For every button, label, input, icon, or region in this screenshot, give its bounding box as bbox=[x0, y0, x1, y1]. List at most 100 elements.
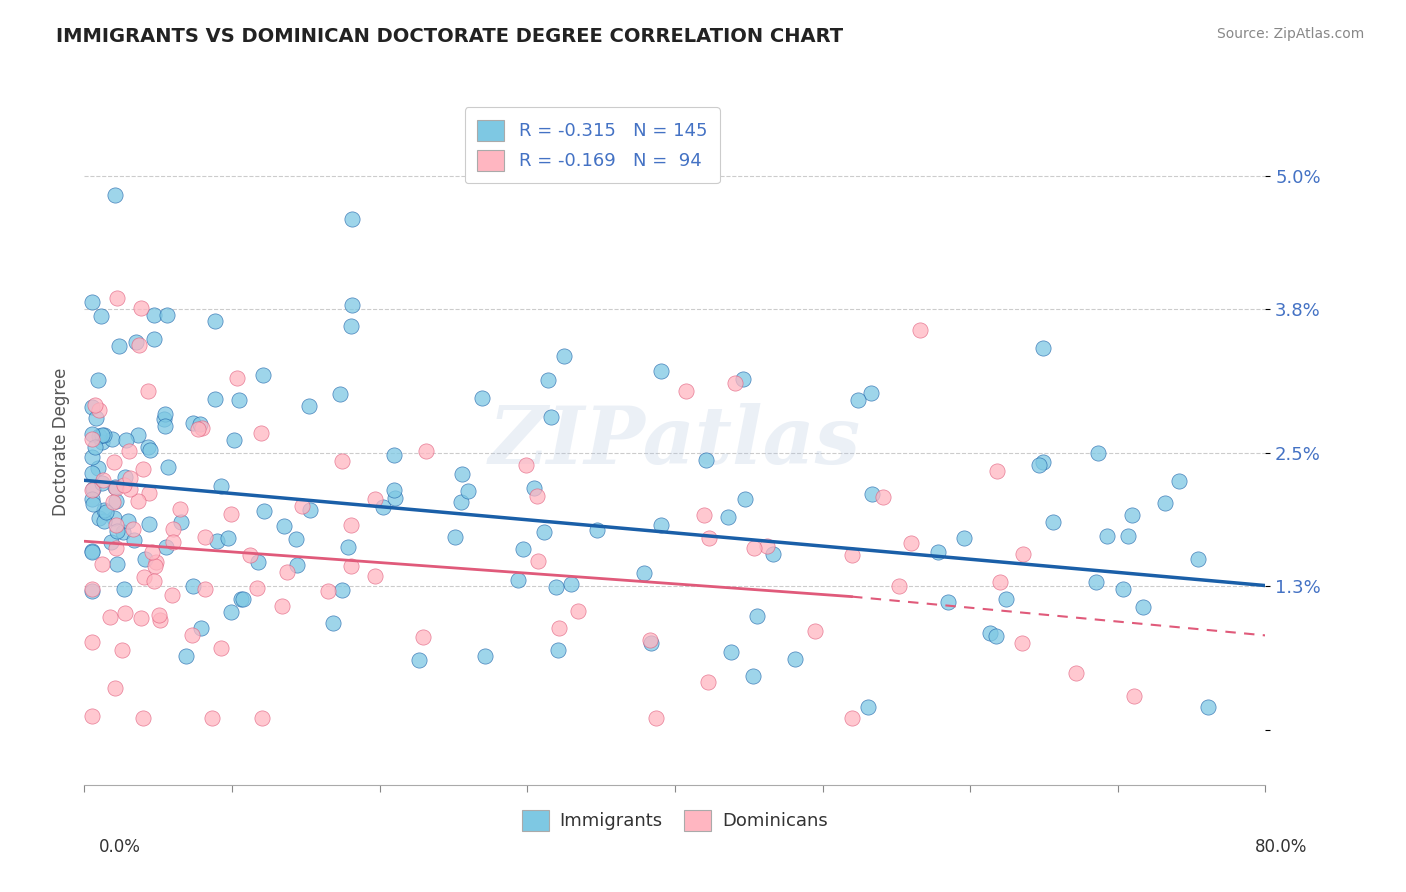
Point bbox=[246, 555, 269, 569]
Point bbox=[979, 626, 1001, 640]
Point bbox=[114, 469, 136, 483]
Point bbox=[169, 502, 191, 516]
Point bbox=[741, 669, 763, 683]
Point bbox=[316, 583, 339, 598]
Point bbox=[523, 481, 546, 495]
Point bbox=[148, 608, 170, 623]
Point bbox=[134, 551, 156, 566]
Point bbox=[142, 574, 165, 589]
Point bbox=[136, 440, 159, 454]
Point bbox=[91, 428, 114, 442]
Text: IMMIGRANTS VS DOMINICAN DOCTORATE DEGREE CORRELATION CHART: IMMIGRANTS VS DOMINICAN DOCTORATE DEGREE… bbox=[56, 27, 844, 45]
Point bbox=[329, 387, 352, 401]
Point bbox=[450, 467, 472, 482]
Point bbox=[129, 611, 152, 625]
Point bbox=[80, 545, 103, 559]
Point bbox=[910, 323, 932, 337]
Point bbox=[785, 652, 807, 666]
Point bbox=[105, 494, 128, 508]
Point bbox=[155, 540, 177, 554]
Point bbox=[217, 531, 239, 545]
Point bbox=[87, 402, 110, 417]
Point bbox=[209, 479, 232, 493]
Point bbox=[80, 483, 103, 497]
Point bbox=[953, 531, 976, 545]
Point bbox=[273, 519, 295, 533]
Point bbox=[129, 301, 152, 315]
Point bbox=[720, 645, 742, 659]
Point bbox=[222, 434, 245, 448]
Point bbox=[86, 460, 108, 475]
Point bbox=[444, 530, 467, 544]
Point bbox=[290, 499, 312, 513]
Point bbox=[157, 460, 180, 475]
Point bbox=[93, 503, 115, 517]
Point bbox=[699, 531, 721, 545]
Point bbox=[104, 681, 127, 695]
Point bbox=[82, 482, 104, 496]
Point bbox=[104, 187, 127, 202]
Point bbox=[100, 610, 122, 624]
Point bbox=[252, 504, 274, 518]
Point bbox=[209, 640, 232, 655]
Point bbox=[112, 524, 135, 539]
Point bbox=[104, 481, 127, 495]
Point bbox=[1011, 636, 1033, 650]
Point bbox=[118, 482, 141, 496]
Point bbox=[363, 492, 385, 507]
Point bbox=[724, 376, 747, 391]
Point bbox=[105, 291, 128, 305]
Point bbox=[111, 642, 134, 657]
Point bbox=[112, 582, 135, 596]
Point bbox=[138, 384, 160, 399]
Point bbox=[1121, 508, 1143, 523]
Point bbox=[697, 675, 720, 690]
Point bbox=[142, 308, 165, 322]
Point bbox=[181, 628, 204, 642]
Point bbox=[80, 450, 103, 464]
Point bbox=[108, 338, 131, 352]
Point bbox=[112, 478, 135, 492]
Point bbox=[90, 557, 112, 571]
Point bbox=[859, 385, 882, 400]
Point bbox=[1095, 528, 1118, 542]
Point bbox=[927, 545, 949, 559]
Point bbox=[80, 427, 103, 442]
Point bbox=[115, 433, 138, 447]
Point bbox=[117, 515, 139, 529]
Point bbox=[80, 583, 103, 598]
Point bbox=[80, 491, 103, 506]
Point bbox=[936, 595, 959, 609]
Point bbox=[841, 548, 863, 562]
Point bbox=[80, 294, 103, 309]
Point bbox=[640, 636, 662, 650]
Point bbox=[412, 630, 434, 644]
Point bbox=[841, 711, 863, 725]
Point bbox=[143, 559, 166, 574]
Legend: Immigrants, Dominicans: Immigrants, Dominicans bbox=[515, 803, 835, 838]
Point bbox=[339, 518, 361, 533]
Point bbox=[856, 700, 879, 714]
Point bbox=[271, 599, 294, 613]
Point bbox=[101, 495, 124, 509]
Point bbox=[204, 392, 226, 407]
Point bbox=[547, 643, 569, 657]
Point bbox=[1197, 700, 1219, 714]
Point bbox=[276, 565, 298, 579]
Point bbox=[342, 212, 364, 227]
Point bbox=[83, 398, 105, 412]
Point bbox=[340, 298, 363, 312]
Point bbox=[1116, 528, 1139, 542]
Point bbox=[336, 540, 359, 554]
Point bbox=[191, 421, 214, 435]
Y-axis label: Doctorate Degree: Doctorate Degree bbox=[52, 368, 70, 516]
Point bbox=[900, 536, 922, 550]
Point bbox=[187, 422, 209, 436]
Point bbox=[695, 452, 717, 467]
Point bbox=[1111, 582, 1133, 596]
Text: Source: ZipAtlas.com: Source: ZipAtlas.com bbox=[1216, 27, 1364, 41]
Point bbox=[82, 497, 104, 511]
Point bbox=[675, 384, 697, 398]
Point bbox=[229, 592, 252, 607]
Point bbox=[527, 554, 550, 568]
